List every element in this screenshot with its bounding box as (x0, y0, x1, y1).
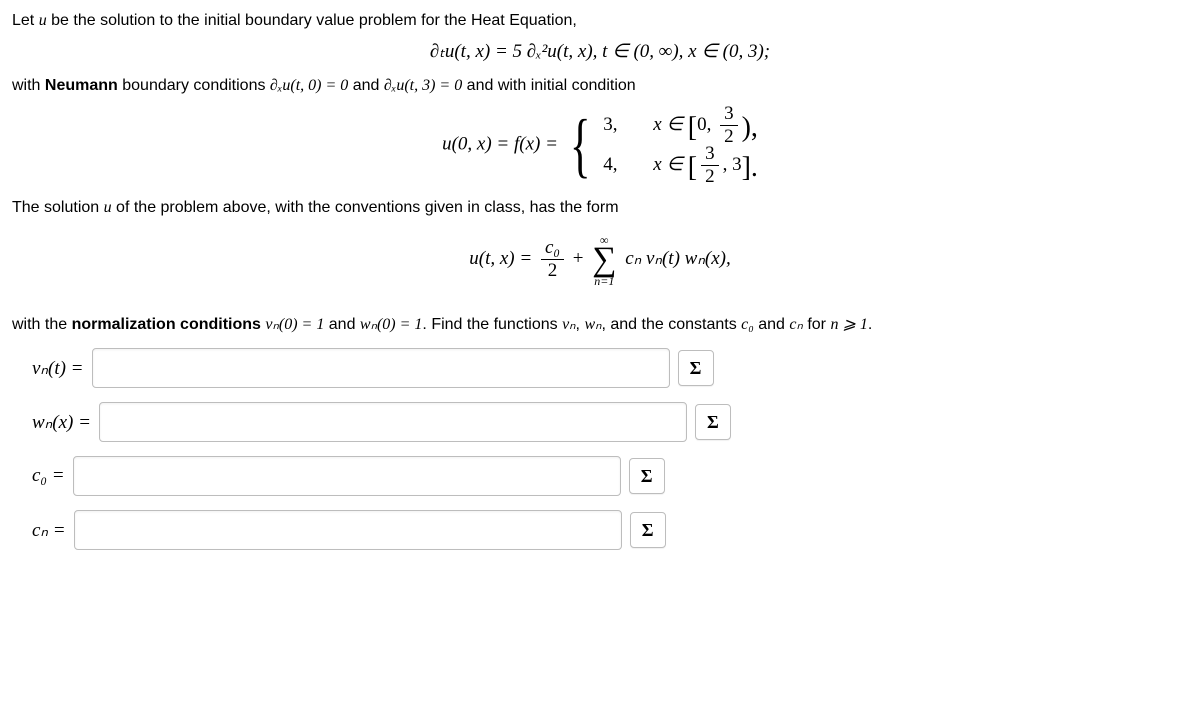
bc1: ∂ₓu(t, 0) = 0 (270, 77, 348, 94)
text: boundary conditions (118, 77, 270, 94)
answer-row-vn: vₙ(t) = Σ (32, 348, 1188, 388)
sigma-icon: Σ (707, 412, 719, 433)
problem-line-1: Let u be the solution to the initial bou… (12, 12, 1188, 30)
pde-equation: ∂ₜu(t, x) = 5 ∂ₓ²u(t, x), t ∈ (0, ∞), x … (12, 40, 1188, 63)
solution-intro: The solution u of the problem above, wit… (12, 199, 1188, 217)
pde-math: ∂ₜu(t, x) = 5 ∂ₓ²u(t, x), t ∈ (0, ∞), x … (430, 41, 770, 62)
wn-input[interactable] (99, 402, 687, 442)
c0-label: c₀ = (32, 465, 65, 487)
piece-row-1: 3, x ∈ [0, 32), (603, 105, 758, 145)
sigma-button-cn[interactable]: Σ (630, 512, 666, 548)
vn-input[interactable] (92, 348, 670, 388)
text: with (12, 77, 45, 94)
sigma-icon: Σ (641, 466, 653, 487)
text: and (348, 77, 384, 94)
text: be the solution to the initial boundary … (47, 12, 577, 29)
bc2: ∂ₓu(t, 3) = 0 (384, 77, 462, 94)
cn-label: cₙ = (32, 519, 66, 542)
sigma-icon: Σ (690, 358, 702, 379)
wn-label: wₙ(x) = (32, 411, 91, 434)
answer-row-c0: c₀ = Σ (32, 456, 1188, 496)
text: Let (12, 12, 39, 29)
solution-form: u(t, x) = c₀ 2 + ∞ ∑ n=1 cₙ vₙ(t) wₙ(x), (12, 227, 1188, 300)
piece2-val: 4, (603, 154, 653, 176)
initial-condition: u(0, x) = f(x) = { 3, x ∈ [0, 32), 4, x … (12, 105, 1188, 185)
sigma-button-wn[interactable]: Σ (695, 404, 731, 440)
piece1-val: 3, (603, 114, 653, 136)
answer-row-wn: wₙ(x) = Σ (32, 402, 1188, 442)
piece-row-2: 4, x ∈ [32, 3]. (603, 145, 758, 185)
sigma-button-vn[interactable]: Σ (678, 350, 714, 386)
piece2-cond: x ∈ [32, 3]. (653, 143, 758, 188)
answer-row-cn: cₙ = Σ (32, 510, 1188, 550)
sigma-button-c0[interactable]: Σ (629, 458, 665, 494)
boundary-conditions-line: with Neumann boundary conditions ∂ₓu(t, … (12, 77, 1188, 95)
normalization-line: with the normalization conditions vₙ(0) … (12, 314, 1188, 334)
sigma-icon: Σ (642, 520, 654, 541)
cn-input[interactable] (74, 510, 622, 550)
piece1-cond: x ∈ [0, 32), (653, 103, 758, 148)
c0-over-2: c₀ 2 (541, 237, 564, 282)
ic-lhs: u(0, x) = f(x) = (442, 133, 563, 154)
c0-input[interactable] (73, 456, 621, 496)
summation: ∞ ∑ n=1 (592, 243, 616, 277)
neumann-bold: Neumann (45, 77, 118, 94)
var-u: u (39, 12, 47, 29)
vn-label: vₙ(t) = (32, 357, 84, 380)
piecewise: { 3, x ∈ [0, 32), 4, x ∈ [32, 3]. (563, 105, 758, 185)
normalization-bold: normalization conditions (72, 316, 261, 333)
text: and with initial condition (462, 77, 635, 94)
brace-icon: { (570, 109, 591, 181)
